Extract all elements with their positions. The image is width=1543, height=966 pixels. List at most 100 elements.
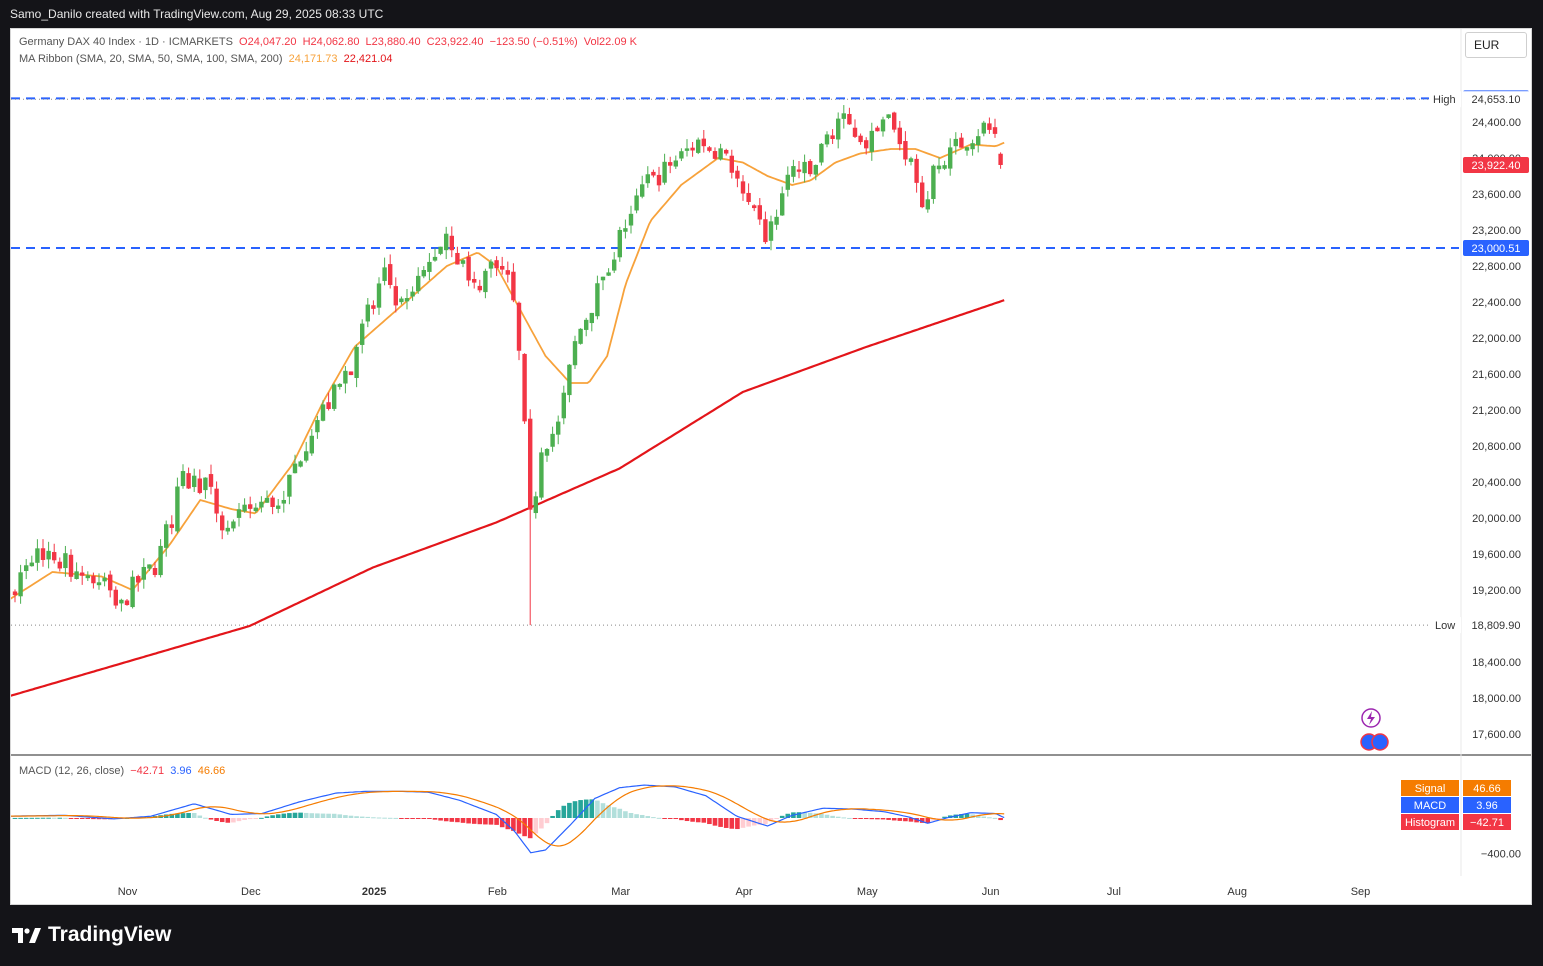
macd-histogram-bar	[936, 818, 942, 819]
macd-legend[interactable]: MACD (12, 26, close) −42.71 3.96 46.66	[19, 765, 225, 777]
macd-histogram-bar	[488, 818, 494, 825]
chart-svg[interactable]: 24,662.5723,000.51High24,653.10Low18,809…	[11, 29, 1532, 905]
price-tick-12: 22,800.00	[1472, 261, 1521, 273]
candle-body	[976, 136, 981, 145]
macd-title[interactable]: MACD (12, 26, close)	[19, 765, 125, 777]
lightning-bolt-icon	[1367, 711, 1375, 725]
macd-histogram-bar	[460, 818, 466, 823]
currency-selector[interactable]: EUR	[1465, 32, 1527, 58]
macd-histogram-bar	[443, 818, 449, 822]
macd-histogram-bar	[376, 817, 382, 819]
candle-body	[841, 113, 846, 119]
candle-body	[315, 420, 320, 433]
candle-body	[332, 384, 337, 409]
candle-body	[864, 140, 869, 149]
tradingview-logo-icon	[12, 928, 41, 943]
candle-body	[152, 567, 158, 575]
macd-histogram-bar	[589, 799, 595, 818]
macd-histogram-bar	[595, 800, 600, 818]
candle-body	[416, 275, 421, 292]
macd-badge-value-1: 3.96	[1476, 800, 1497, 812]
candle-body	[68, 554, 74, 577]
macd-histogram-bar	[807, 812, 813, 818]
macd-histogram-bar	[247, 818, 253, 820]
last-price-badge	[1463, 156, 1529, 173]
candle-body	[808, 161, 813, 175]
macd-histogram-bar	[471, 818, 477, 824]
candle-body	[595, 283, 600, 317]
candle-body	[259, 501, 264, 508]
macd-badge-value-0: 46.66	[1473, 783, 1501, 795]
macd-histogram-bar	[886, 818, 891, 820]
macd-histogram-bar	[40, 817, 46, 819]
chart-icons	[1360, 708, 1389, 751]
candle-body	[180, 471, 186, 487]
candle-body	[869, 130, 874, 152]
ma-value-1: 24,171.73	[288, 53, 338, 65]
macd-pane	[11, 784, 1005, 854]
candle-body	[488, 261, 494, 269]
candle-body	[953, 138, 958, 147]
tradingview-logo[interactable]: TradingView	[12, 923, 171, 947]
macd-histogram-bar	[925, 818, 931, 824]
candle-body	[914, 158, 919, 183]
macd-histogram-bar	[259, 817, 264, 819]
symbol-name[interactable]: Germany DAX 40 Index · 1D · ICMARKETS	[19, 36, 233, 48]
time-tick-10: Sep	[1351, 886, 1371, 898]
open-value: O24,047.20	[239, 36, 297, 48]
macd-histogram-bar	[639, 814, 645, 818]
low-value: L23,880.40	[365, 36, 421, 48]
time-tick-7: Jun	[982, 886, 1000, 898]
macd-histogram-bar	[85, 818, 91, 819]
macd-histogram-bar	[903, 818, 908, 822]
candle-body	[147, 564, 152, 569]
symbol-legend[interactable]: Germany DAX 40 Index · 1D · ICMARKETS O2…	[19, 36, 637, 48]
macd-histogram-bar	[555, 810, 561, 818]
candle-body	[656, 174, 662, 186]
change-value: −123.50 (−0.51%)	[489, 36, 578, 48]
macd-histogram-bar	[712, 818, 718, 826]
macd-histogram-bar	[707, 818, 712, 825]
price-tick-8: 21,200.00	[1472, 405, 1521, 417]
ma-value-2: 22,421.04	[343, 53, 393, 65]
macd-histogram-bar	[281, 813, 287, 818]
high-value: H24,062.80	[302, 36, 360, 48]
candle-body	[852, 127, 858, 137]
macd-histogram-bar	[908, 818, 914, 822]
macd-histogram-bar	[583, 799, 589, 818]
macd-histogram-bar	[46, 817, 51, 819]
footer-bar: TradingView	[0, 905, 1543, 966]
macd-histogram-bar	[432, 818, 438, 820]
candle-body	[600, 276, 606, 281]
candle-body	[141, 566, 146, 580]
ma-title[interactable]: MA Ribbon (SMA, 20, SMA, 50, SMA, 100, S…	[19, 53, 283, 65]
low-tag-label: Low	[1435, 620, 1455, 632]
macd-histogram-bar	[449, 818, 455, 822]
macd-histogram-bar	[23, 817, 29, 819]
ma-legend[interactable]: MA Ribbon (SMA, 20, SMA, 50, SMA, 100, S…	[19, 53, 393, 65]
macd-histogram-bar	[382, 817, 387, 819]
macd-histogram-bar	[673, 818, 679, 820]
candle-body	[628, 213, 634, 226]
macd-histogram-bar	[757, 818, 763, 825]
candle-body	[74, 571, 79, 580]
candle-body	[494, 260, 499, 269]
candle-body	[729, 155, 734, 173]
candle-body	[752, 205, 757, 209]
candle-body	[348, 371, 354, 376]
macd-histogram-bar	[522, 818, 527, 837]
macd-histogram-bar	[393, 817, 399, 819]
time-tick-0: Nov	[118, 886, 138, 898]
high-value-bg	[1463, 91, 1529, 108]
candle-body	[746, 192, 751, 202]
macd-histogram-bar	[231, 818, 236, 823]
candle-body	[757, 205, 762, 220]
price-axis: 24,662.5723,000.51High24,653.10Low18,809…	[1401, 90, 1529, 861]
chart-panel[interactable]: 24,662.5723,000.51High24,653.10Low18,809…	[10, 28, 1532, 905]
macd-histogram-bar	[606, 805, 611, 818]
candle-body	[365, 304, 370, 322]
candle-body	[964, 147, 970, 151]
macd-histogram-bar	[718, 818, 723, 827]
candle-body	[875, 127, 880, 132]
candle-body	[791, 166, 796, 177]
